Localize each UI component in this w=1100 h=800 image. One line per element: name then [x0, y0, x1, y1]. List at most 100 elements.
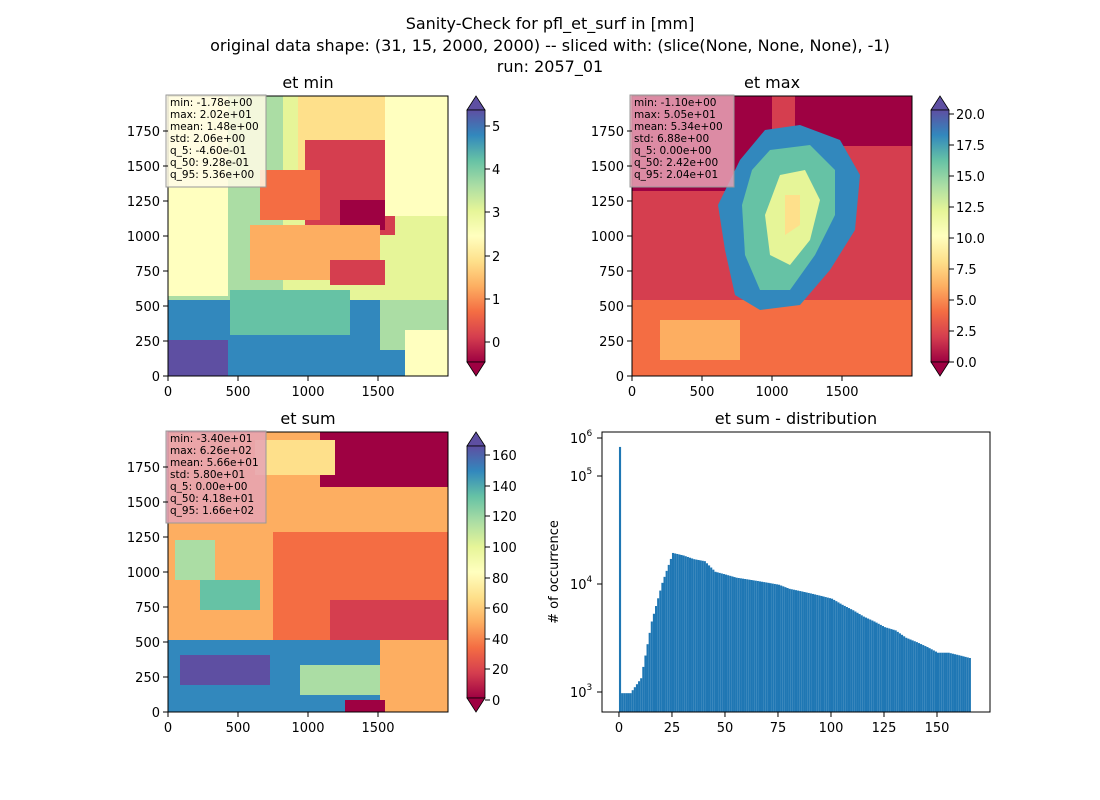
y-tick-label: 1750 — [127, 461, 160, 476]
histogram-bar — [951, 653, 954, 712]
histogram-bar — [803, 591, 806, 712]
histogram-bar — [837, 602, 840, 712]
histogram-bar — [669, 558, 672, 712]
x-tick-label: 75 — [770, 721, 787, 736]
stat-line: q_5: 0.00e+00 — [170, 481, 247, 493]
colorbar-tick-label: 60 — [492, 602, 509, 617]
stat-line: q_50: 4.18e+01 — [170, 493, 254, 505]
stat-line: max: 6.26e+02 — [170, 445, 252, 457]
stats-box: min: -3.40e+01 max: 6.26e+02 mean: 5.66e… — [165, 430, 267, 524]
histogram-bar — [816, 594, 819, 712]
y-tick-label: 500 — [135, 636, 160, 651]
histogram-bar — [864, 617, 868, 712]
histogram-bar — [708, 565, 711, 712]
stat-line: min: -3.40e+01 — [170, 433, 252, 445]
stat-line: mean: 1.48e+00 — [170, 121, 259, 133]
histogram-bar — [752, 580, 755, 712]
x-tick-label: 0 — [164, 721, 172, 736]
histogram-bar — [883, 627, 887, 712]
histogram-bar — [663, 576, 666, 712]
histogram-bar — [633, 687, 636, 712]
histogram-bar — [657, 598, 660, 712]
x-tick-label: 50 — [717, 721, 734, 736]
histogram-bar — [820, 595, 823, 712]
svg-text:103: 103 — [570, 683, 592, 701]
histogram-bar — [735, 577, 738, 712]
y-tick-label: 106 — [570, 429, 593, 447]
histogram-bar — [631, 690, 634, 712]
histogram-bar — [850, 609, 853, 712]
histogram-bar — [856, 612, 859, 712]
stat-line: max: 5.05e+01 — [634, 109, 716, 121]
histogram-bar — [953, 654, 957, 712]
histogram-bar — [640, 678, 643, 712]
histogram-bar — [873, 621, 876, 712]
histogram-bar — [646, 644, 649, 712]
histogram-bar — [771, 583, 774, 712]
histogram-bar — [809, 593, 812, 712]
histogram-bar — [843, 605, 846, 712]
y-tick-label: 250 — [135, 335, 160, 350]
x-tick-label: 1500 — [361, 385, 394, 400]
histogram-bar — [758, 581, 762, 712]
histogram-bar — [943, 652, 946, 712]
histogram-bar — [917, 643, 921, 712]
y-tick-label: 500 — [135, 300, 160, 315]
x-tick-label: 0 — [628, 385, 636, 400]
histogram-bar — [703, 561, 706, 712]
x-tick-label: 500 — [226, 385, 251, 400]
colorbar: 0.0 2.5 5.0 7.5 10.0 12.5 15.0 17.5 20.0 — [930, 95, 985, 377]
histogram-bar — [671, 552, 675, 712]
histogram-bar — [627, 693, 630, 712]
colorbar-tick-label: 120 — [492, 510, 517, 525]
colorbar-tick-label: 0 — [492, 694, 500, 709]
histogram-bar — [716, 572, 719, 712]
histogram-bar — [618, 446, 622, 712]
colorbar-tick-label: 80 — [492, 572, 509, 587]
histogram-bar — [966, 657, 969, 712]
y-tick-label: 1000 — [591, 230, 624, 245]
histogram-bar — [932, 650, 935, 712]
histogram-bar — [890, 629, 893, 712]
stat-line: std: 5.80e+01 — [170, 469, 245, 481]
y-axis: 0 250 500 750 1000 1250 1500 1750 — [127, 461, 168, 721]
histogram-bar — [847, 608, 851, 712]
histogram-bar — [956, 654, 959, 712]
y-tick-label: 1250 — [591, 195, 624, 210]
y-tick-label: 105 — [570, 467, 592, 485]
histogram-bar — [871, 620, 874, 712]
y-tick-label: 750 — [599, 265, 624, 280]
histogram-bar — [892, 629, 895, 712]
histogram-bar — [900, 634, 904, 712]
histogram-bar — [962, 656, 965, 712]
histogram-bar — [733, 577, 736, 712]
colorbar-tick-label: 140 — [492, 480, 517, 495]
histogram-bar — [860, 615, 863, 712]
svg-text:106: 106 — [570, 429, 593, 447]
colorbar-tick-label: 1 — [492, 293, 500, 308]
histogram-bar — [958, 655, 961, 712]
y-axis-label: # of occurrence — [547, 520, 562, 624]
histogram-bar — [862, 616, 865, 712]
x-tick-label: 1000 — [291, 385, 324, 400]
panel-et-max: et max min: -1.10e+00 max: 5.05e+01 mean… — [591, 73, 985, 400]
stat-line: q_5: 0.00e+00 — [634, 145, 711, 157]
histogram-bar — [794, 590, 798, 712]
stat-line: q_50: 9.28e-01 — [170, 157, 249, 169]
histogram-bar — [799, 591, 802, 712]
y-tick-label: 1750 — [591, 125, 624, 140]
histogram-bar — [661, 582, 664, 712]
x-tick-label: 100 — [819, 721, 844, 736]
x-tick-label: 25 — [664, 721, 681, 736]
histogram-bar — [684, 556, 687, 712]
histogram-bar — [769, 583, 772, 712]
plot-frame — [601, 431, 991, 713]
histogram-bar — [801, 591, 804, 712]
stat-line: std: 2.06e+00 — [170, 133, 245, 145]
y-tick-label: 250 — [135, 671, 160, 686]
svg-text:104: 104 — [570, 575, 593, 593]
histogram-bar — [792, 589, 795, 712]
histogram-bar — [913, 641, 916, 712]
y-tick-label: 1000 — [127, 230, 160, 245]
